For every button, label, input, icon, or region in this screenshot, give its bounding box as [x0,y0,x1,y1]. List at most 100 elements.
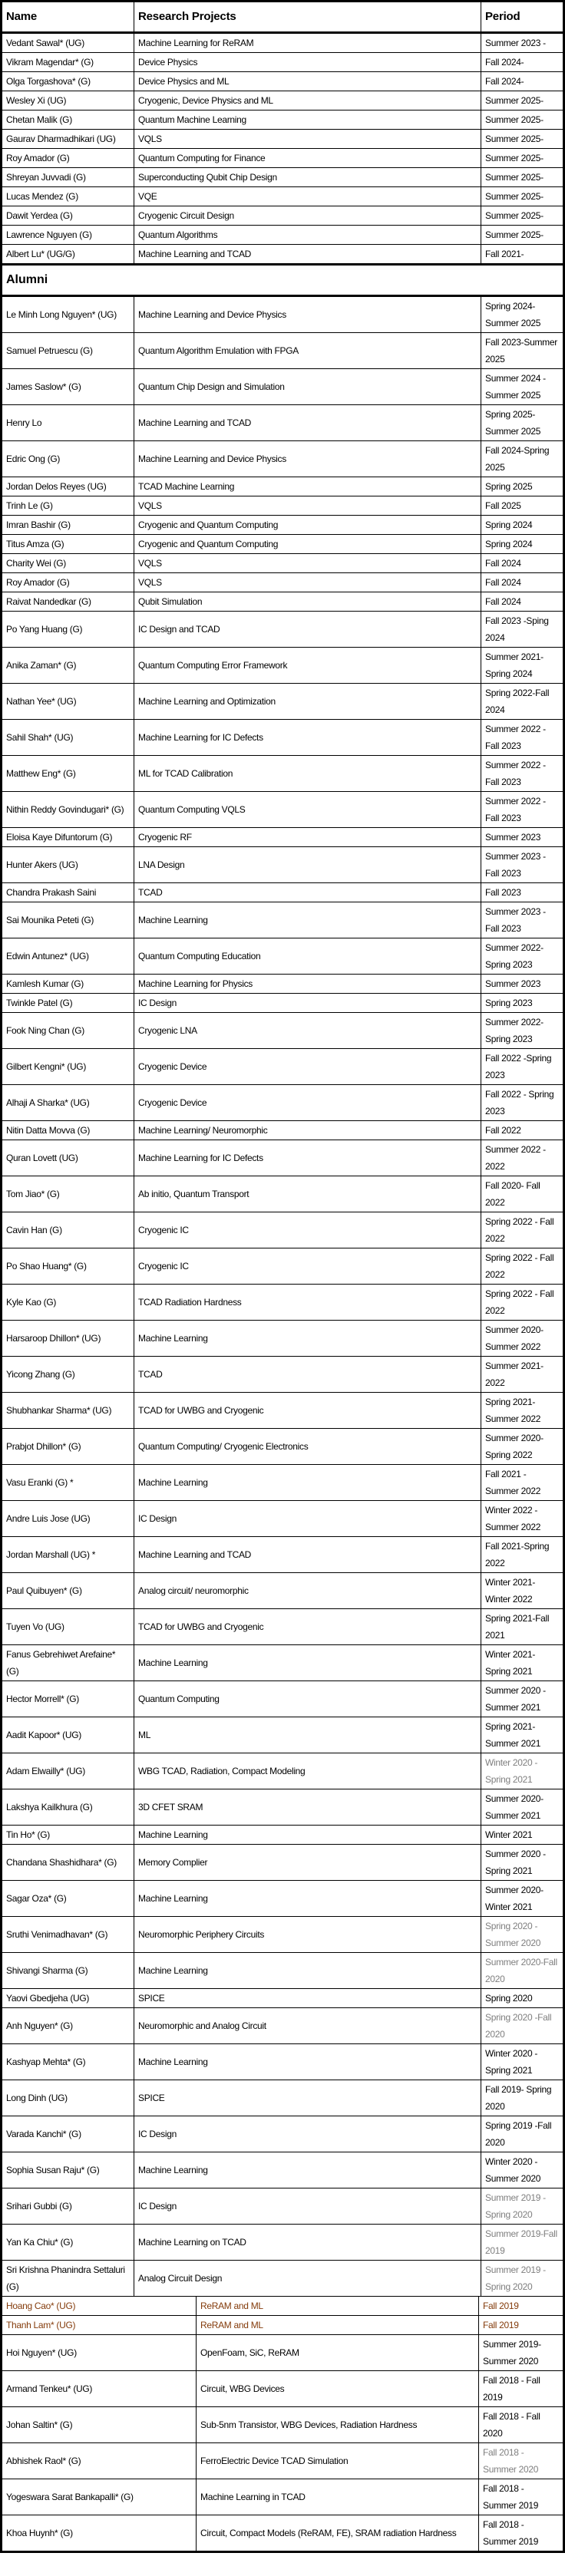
name-cell: Vikram Magendar* (G) [6,57,94,68]
period-cell: Fall 2018 - Fall 2019 [478,2371,563,2406]
project-cell: Quantum Computing Error Framework [134,648,481,683]
table-row: Long Dinh (UG) SPICE Fall 2019- Spring 202… [2,2080,563,2116]
table-row: Alhaji A Sharka* (UG) Cryogenic Device Fal… [2,1084,563,1120]
name-cell: Thanh Lam* (UG) [6,2320,76,2330]
project-cell: Machine Learning and TCAD [134,245,481,263]
name-cell: Olga Torgashova* (G) [6,76,91,87]
table-row: Sophia Susan Raju* (G) Machine Learning Wi… [2,2152,563,2188]
period-cell: Summer 2024 - Summer 2025 [481,369,563,404]
table-row: Hector Morrell* (G) Quantum Computing Summ… [2,1681,563,1717]
name-cell: Wesley Xi (UG) [6,95,67,106]
name-cell: Gilbert Kengni* (UG) [6,1061,87,1072]
period-cell: Spring 2025-Summer 2025 [481,405,563,440]
project-cell: Machine Learning [134,1321,481,1356]
project-cell: Superconducting Qubit Chip Design [134,168,481,186]
name-cell: Roy Amador (G) [6,153,70,163]
table-row: Le Minh Long Nguyen* (UG) Machine Learnin… [2,297,563,332]
period-cell: Spring 2022 - Fall 2022 [481,1285,563,1320]
project-cell: Quantum Computing VQLS [134,792,481,827]
project-cell: Machine Learning [134,1953,481,1988]
period-cell: Winter 2022 - Summer 2022 [481,1501,563,1536]
period-cell: Summer 2025- [481,206,563,225]
name-cell: Titus Amza (G) [6,539,64,549]
table-row: Raivat Nandedkar (G) Qubit Simulation Fall… [2,592,563,611]
table-row: Sri Krishna Phanindra Settaluri (G) Analo… [2,2260,563,2296]
table-row: Lawrence Nguyen (G) Quantum Algorithms Sum… [2,225,563,244]
table-row: Titus Amza (G) Cryogenic and Quantum Comp… [2,534,563,553]
period-cell: Summer 2020-Summer 2021 [481,1789,563,1825]
period-cell: Spring 2021-Fall 2021 [481,1609,563,1644]
period-cell: Spring 2022-Fall 2024 [481,684,563,719]
project-cell: IC Design and TCAD [134,612,481,647]
name-cell: Long Dinh (UG) [6,2093,68,2103]
name-cell: Kyle Kao (G) [6,1297,57,1308]
project-cell: Quantum Computing [134,1681,481,1717]
table-row: Dawit Yerdea (G) Cryogenic Circuit Design… [2,206,563,225]
project-cell: Quantum Computing/ Cryogenic Electronics [134,1429,481,1464]
name-cell: Harsaroop Dhillon* (UG) [6,1333,101,1344]
period-cell: Fall 2018 - Summer 2019 [478,2515,563,2551]
name-cell: Le Minh Long Nguyen* (UG) [6,309,117,320]
table-row: Kyle Kao (G) TCAD Radiation Hardness Sprin… [2,1284,563,1320]
name-cell: Raivat Nandedkar (G) [6,596,91,607]
name-cell: Dawit Yerdea (G) [6,210,73,221]
period-cell: Fall 2019 [478,2297,563,2315]
name-cell: Henry Lo [6,417,42,428]
table-row: Sai Mounika Peteti (G) Machine Learning Su… [2,902,563,938]
period-cell: Spring 2025 [481,477,563,496]
period-cell: Fall 2018 - Summer 2020 [478,2443,563,2479]
period-cell: Spring 2022 - Fall 2022 [481,1248,563,1284]
project-cell: SPICE [134,2080,481,2116]
name-cell: Alhaji A Sharka* (UG) [6,1097,90,1108]
table-row: Samuel Petruescu (G) Quantum Algorithm Em… [2,332,563,368]
name-cell: Twinkle Patel (G) [6,998,73,1008]
current-students-section: Vedant Sawal* (UG) Machine Learning for R… [2,34,563,263]
period-cell: Fall 2024 [481,554,563,572]
period-cell: Fall 2019- Spring 2020 [481,2080,563,2116]
project-cell: TCAD for UWBG and Cryogenic [134,1393,481,1428]
project-cell: Machine Learning [134,1826,481,1844]
table-row: Adam Elwailly* (UG) WBG TCAD, Radiation, … [2,1753,563,1789]
project-cell: Device Physics [134,53,481,71]
period-cell: Summer 2022 - Fall 2023 [481,756,563,791]
name-cell: Fanus Gebrehiwet Arefaine* (G) [6,1649,116,1677]
project-cell: SPICE [134,1989,481,2007]
project-cell: Machine Learning [134,2152,481,2188]
table-row: Olga Torgashova* (G) Device Physics and M… [2,71,563,91]
period-cell: Summer 2025- [481,187,563,206]
period-cell: Summer 2022 - 2022 [481,1140,563,1176]
project-cell: LNA Design [134,847,481,882]
period-cell: Spring 2022 - Fall 2022 [481,1212,563,1248]
table-row: Po Shao Huang* (G) Cryogenic IC Spring 202… [2,1248,563,1284]
name-cell: Quran Lovett (UG) [6,1153,78,1163]
name-cell: Trinh Le (G) [6,500,53,511]
table-row: Chandra Prakash Saini TCAD Fall 2023 [2,882,563,902]
period-cell: Winter 2020 - Spring 2021 [481,2044,563,2080]
name-cell: Hoang Cao* (UG) [6,2301,76,2311]
name-cell: Sai Mounika Peteti (G) [6,915,94,925]
table-row: Henry Lo Machine Learning and TCAD Spring … [2,404,563,440]
period-cell: Summer 2020-Winter 2021 [481,1881,563,1916]
name-cell: Imran Bashir (G) [6,519,71,530]
period-cell: Summer 2020-Spring 2022 [481,1429,563,1464]
period-cell: Fall 2022 - Spring 2023 [481,1085,563,1120]
period-cell: Summer 2025- [481,149,563,167]
project-cell: VQLS [134,554,481,572]
table-row: Tom Jiao* (G) Ab initio, Quantum Transpor… [2,1176,563,1212]
period-cell: Fall 2023 -Sping 2024 [481,612,563,647]
table-row: Edwin Antunez* (UG) Quantum Computing Edu… [2,938,563,974]
table-row: Nithin Reddy Govindugari* (G) Quantum Com… [2,791,563,827]
period-cell: Spring 2024-Summer 2025 [481,297,563,332]
name-cell: Hector Morrell* (G) [6,1694,79,1704]
project-cell: Machine Learning and Device Physics [134,441,481,477]
period-cell: Fall 2018 - Summer 2019 [478,2479,563,2515]
project-cell: Cryogenic IC [134,1212,481,1248]
project-cell: TCAD for UWBG and Cryogenic [134,1609,481,1644]
period-cell: Summer 2025- [481,91,563,110]
name-cell: Aadit Kapoor* (UG) [6,1730,81,1740]
project-cell: Machine Learning in TCAD [196,2479,478,2515]
table-row: Fook Ning Chan (G) Cryogenic LNA Summer 20… [2,1012,563,1048]
project-cell: OpenFoam, SiC, ReRAM [196,2335,478,2370]
period-cell: Summer 2022 - Fall 2023 [481,720,563,755]
